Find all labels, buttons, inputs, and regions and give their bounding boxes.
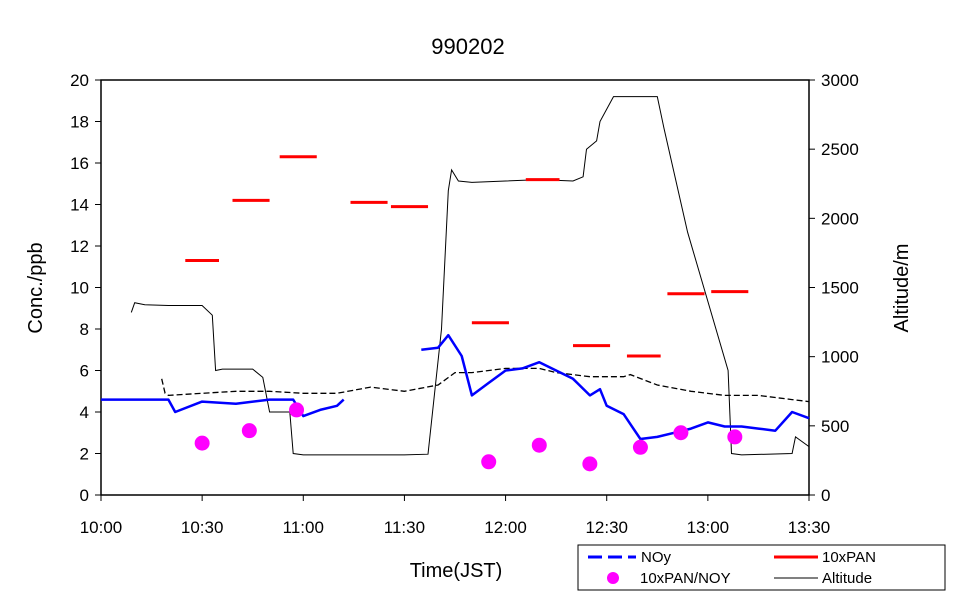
legend-ratio-label: 10xPAN/NOY xyxy=(640,570,731,587)
ratio-point xyxy=(241,423,257,439)
ratio-point xyxy=(531,437,547,453)
left-axis: 0 2 4 6 8 10 12 14 16 18 20 xyxy=(70,71,101,505)
y-right-tick-label: 1500 xyxy=(821,279,859,298)
legend-pan-label: 10xPAN xyxy=(822,549,876,566)
altitude-line xyxy=(130,96,810,456)
y-left-tick-label: 6 xyxy=(80,362,89,381)
noy-dashed-line xyxy=(161,367,810,403)
x-axis: 10:00 10:30 11:00 11:30 12:00 12:30 13:00 13:30 xyxy=(80,495,831,537)
legend-ratio-swatch xyxy=(607,572,619,584)
ratio-point xyxy=(481,454,497,470)
y-left-tick-label: 16 xyxy=(70,154,89,173)
y-right-tick-label: 3000 xyxy=(821,71,859,90)
y-left-tick-label: 0 xyxy=(80,486,89,505)
chart-title: 990202 xyxy=(431,34,504,59)
series-ratio xyxy=(194,402,743,472)
ratio-point xyxy=(632,439,648,455)
ratio-point xyxy=(582,456,598,472)
y-right-tick-label: 500 xyxy=(821,417,849,436)
y-left-tick-label: 18 xyxy=(70,113,89,132)
x-tick-label: 10:30 xyxy=(181,518,224,537)
legend-alt-label: Altitude xyxy=(822,570,872,587)
y-right-tick-label: 1000 xyxy=(821,348,859,367)
x-axis-label: Time(JST) xyxy=(410,560,503,582)
y-left-tick-label: 8 xyxy=(80,320,89,339)
x-tick-label: 10:00 xyxy=(80,518,123,537)
ratio-point xyxy=(194,435,210,451)
series-pan xyxy=(185,155,749,358)
y-axis-left-label: Conc./ppb xyxy=(25,242,47,333)
ratio-point xyxy=(727,429,743,445)
y-left-tick-label: 20 xyxy=(70,71,89,90)
noy-line xyxy=(421,333,810,441)
noy-line xyxy=(101,398,345,418)
legend: NOy 10xPAN 10xPAN/NOY Altitude xyxy=(577,544,946,591)
ratio-point xyxy=(289,402,305,418)
x-tick-label: 11:00 xyxy=(283,518,324,537)
series-altitude xyxy=(130,96,810,456)
y-right-tick-label: 2500 xyxy=(821,140,859,159)
y-left-tick-label: 10 xyxy=(70,279,89,298)
y-left-tick-label: 2 xyxy=(80,445,89,464)
x-tick-label: 12:00 xyxy=(484,518,527,537)
series-noy xyxy=(101,333,810,441)
y-left-tick-label: 14 xyxy=(70,196,89,215)
x-tick-label: 12:30 xyxy=(585,518,628,537)
y-left-tick-label: 4 xyxy=(80,403,89,422)
legend-box xyxy=(577,544,946,591)
x-tick-label: 13:30 xyxy=(788,518,831,537)
y-right-tick-label: 2000 xyxy=(821,209,859,228)
ratio-point xyxy=(673,425,689,441)
series-noy-dashed xyxy=(161,367,810,403)
x-tick-label: 13:00 xyxy=(687,518,730,537)
x-tick-label: 11:30 xyxy=(384,518,425,537)
legend-noy-label: NOy xyxy=(641,549,672,566)
y-right-tick-label: 0 xyxy=(821,486,830,505)
y-axis-right-label: Altitude/m xyxy=(891,244,913,333)
y-left-tick-label: 12 xyxy=(70,237,89,256)
right-axis: 0 500 1000 1500 2000 2500 3000 xyxy=(809,71,859,505)
